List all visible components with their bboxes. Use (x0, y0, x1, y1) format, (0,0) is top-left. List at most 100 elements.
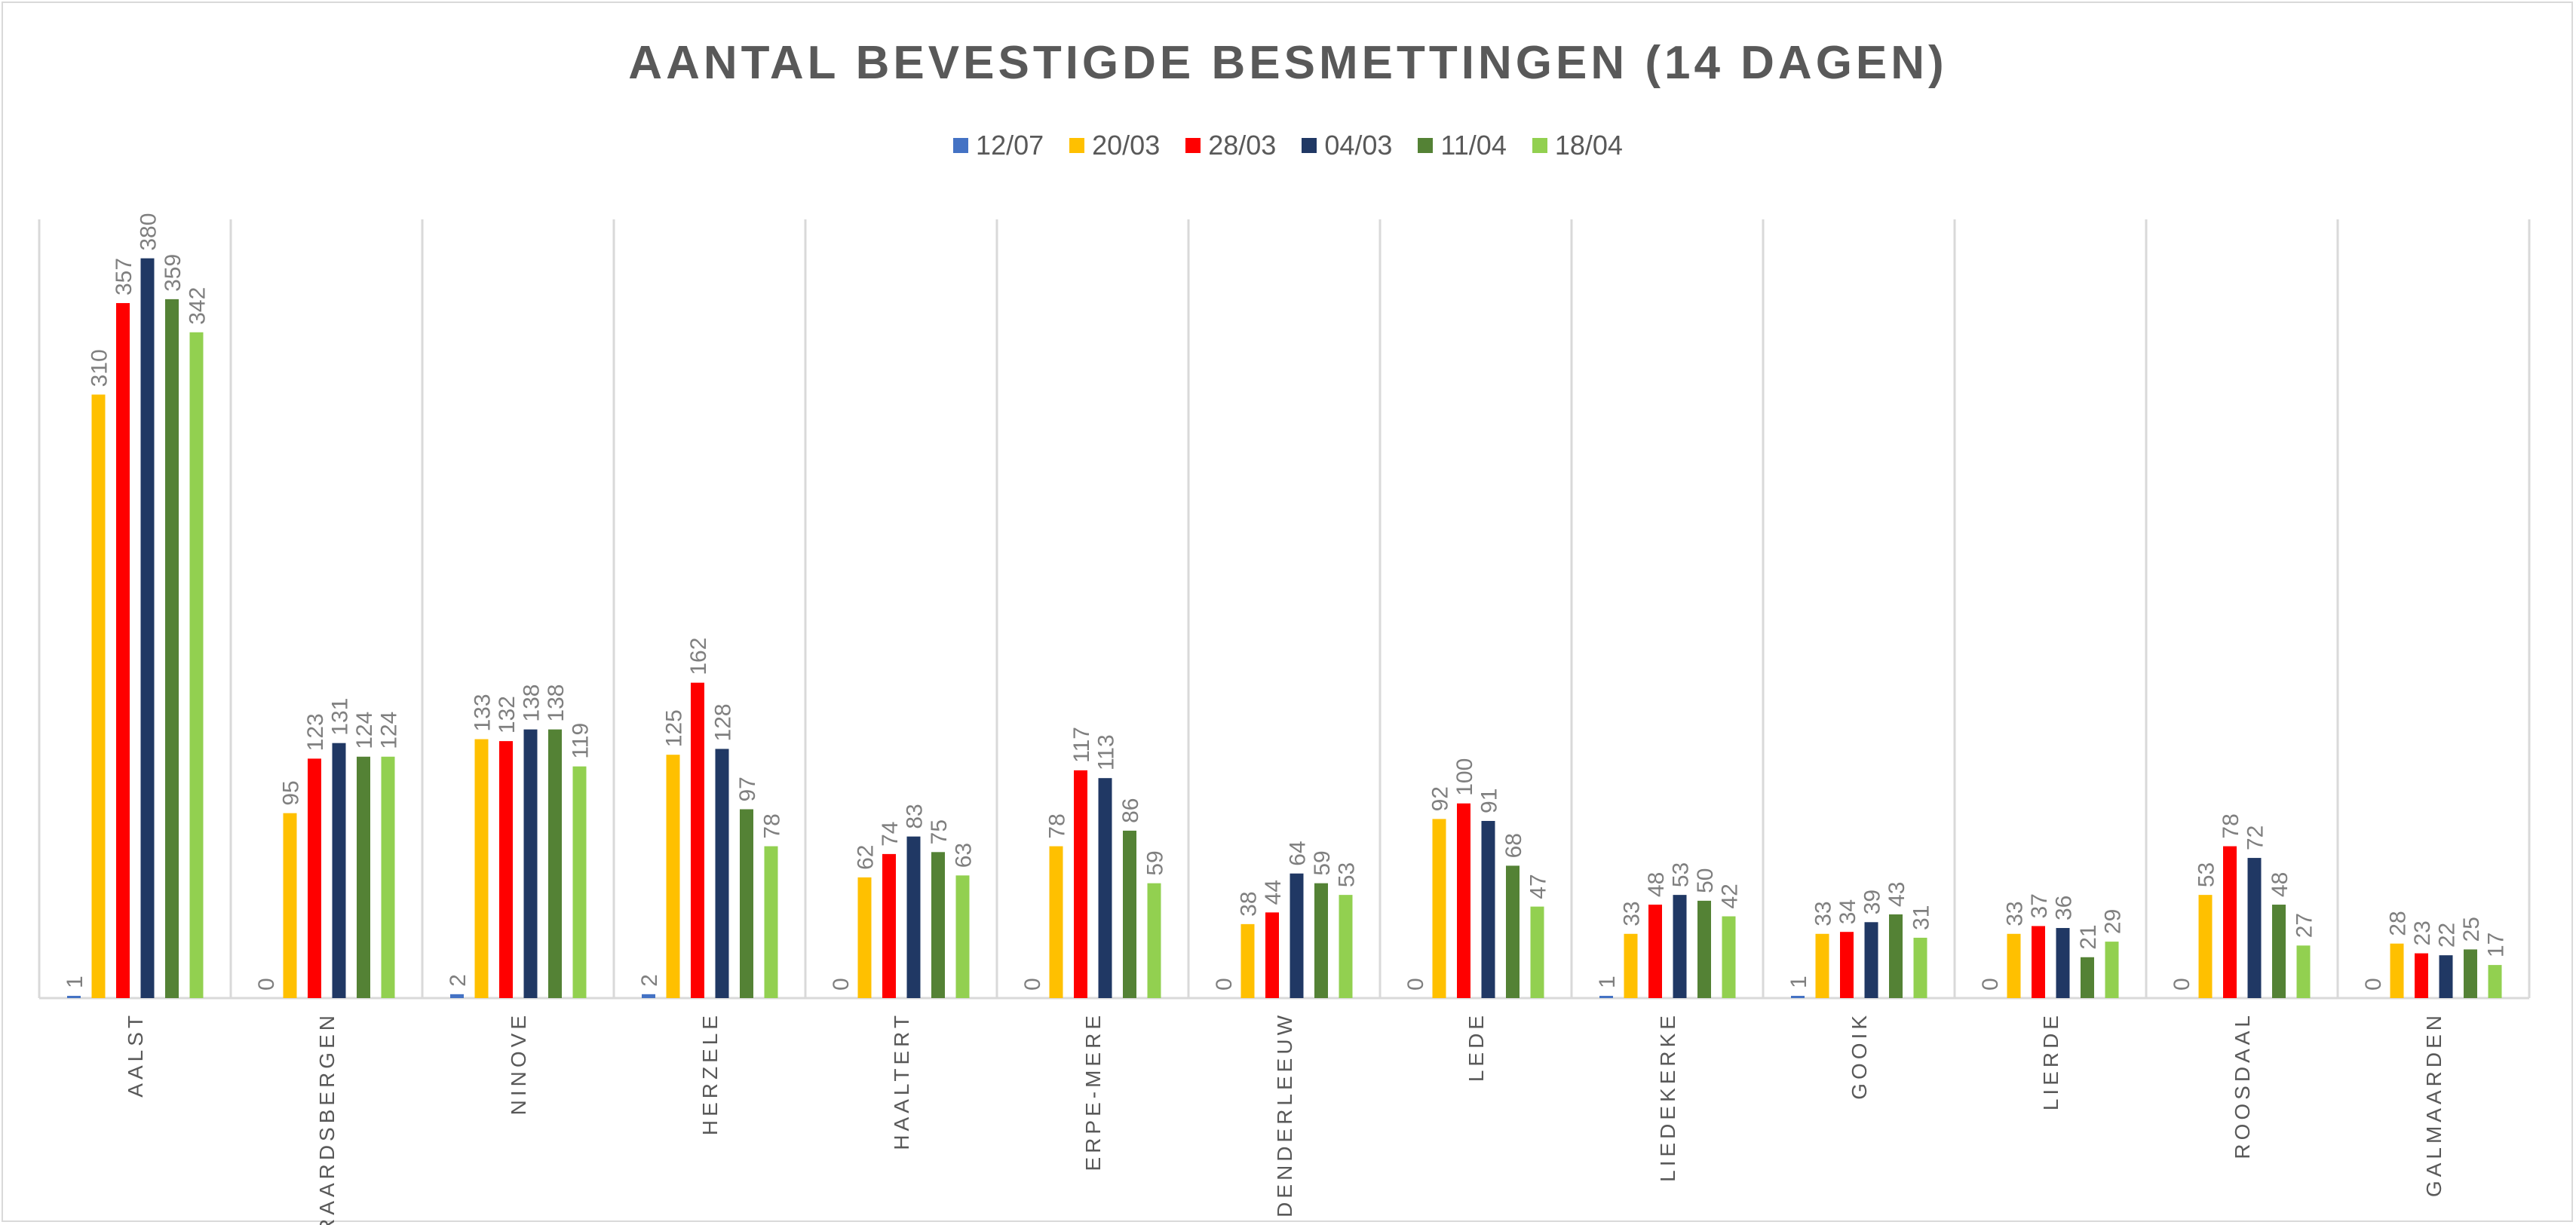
legend-item: 18/04 (1532, 130, 1623, 161)
bar-04-03 (2056, 928, 2070, 998)
category-label: DENDERLEEUW (1273, 1012, 1296, 1217)
bar-04-03 (1290, 873, 1304, 998)
bar-20-03 (1240, 923, 1255, 998)
legend-label: 04/03 (1324, 130, 1393, 161)
bar-20-03 (2007, 933, 2021, 998)
data-label: 357 (112, 258, 136, 296)
data-label: 33 (1620, 901, 1645, 926)
category-label: GOOIK (1848, 1012, 1871, 1100)
data-label: 310 (87, 349, 112, 387)
data-label: 78 (2219, 813, 2243, 838)
data-label: 34 (1835, 899, 1860, 924)
data-label: 0 (1978, 978, 2003, 991)
data-label: 42 (1718, 884, 1743, 908)
data-label: 48 (1644, 872, 1669, 897)
legend-label: 18/04 (1554, 130, 1623, 161)
bar-04-03 (523, 729, 538, 998)
data-label: 50 (1693, 868, 1718, 893)
bar-28-03 (1074, 770, 1087, 998)
data-label: 0 (254, 978, 279, 991)
data-label: 138 (520, 684, 544, 722)
data-label: 113 (1094, 734, 1119, 770)
category-label: ROOSDAAL (2231, 1012, 2254, 1159)
bar-20-03 (91, 394, 106, 998)
data-label: 21 (2076, 924, 2101, 949)
data-label: 0 (1212, 978, 1237, 991)
bar-28-03 (1265, 912, 1279, 998)
bar-18-04 (2488, 965, 2502, 998)
data-label: 48 (2268, 872, 2292, 897)
data-label: 100 (1452, 758, 1477, 796)
bar-28-03 (2223, 846, 2237, 998)
data-label: 29 (2101, 909, 2126, 934)
data-label: 92 (1428, 786, 1453, 811)
bar-20-03 (1049, 846, 1063, 998)
data-label: 59 (1143, 850, 1168, 875)
data-label: 124 (352, 712, 377, 749)
data-label: 124 (377, 712, 402, 749)
data-label: 64 (1286, 841, 1311, 865)
data-label: 97 (735, 776, 760, 801)
data-label: 119 (569, 723, 593, 759)
legend-item: 11/04 (1418, 130, 1507, 161)
bar-28-03 (882, 853, 896, 998)
data-label: 74 (878, 822, 903, 847)
bar-12-07 (67, 996, 81, 998)
data-label: 33 (2003, 901, 2028, 926)
data-label: 17 (2484, 933, 2509, 957)
data-label: 342 (186, 287, 210, 325)
bar-04-03 (1098, 778, 1112, 998)
bar-04-03 (906, 836, 921, 998)
category-label: GERAARDSBERGEN (315, 1012, 339, 1225)
bar-20-03 (2198, 895, 2213, 998)
data-label: 27 (2292, 913, 2317, 938)
data-label: 44 (1261, 880, 1286, 905)
bar-11-04 (740, 809, 753, 998)
category-label: ERPE-MERE (1081, 1012, 1105, 1171)
category-label: LEDE (1464, 1012, 1488, 1082)
data-label: 53 (1669, 862, 1694, 887)
bar-11-04 (1123, 830, 1136, 998)
data-label: 86 (1118, 798, 1143, 823)
legend-item: 04/03 (1302, 130, 1392, 161)
bar-04-03 (332, 743, 346, 998)
data-label: 53 (1335, 862, 1360, 887)
bar-04-03 (2439, 955, 2453, 998)
bar-28-03 (1840, 932, 1854, 998)
legend-swatch (1418, 138, 1434, 153)
data-label: 128 (711, 703, 736, 741)
data-label: 39 (1860, 890, 1885, 914)
bar-20-03 (1432, 819, 1446, 998)
bar-18-04 (189, 332, 204, 998)
legend-label: 20/03 (1092, 130, 1161, 161)
data-label: 380 (136, 213, 161, 251)
bar-18-04 (1530, 906, 1544, 998)
data-label: 53 (2194, 862, 2219, 887)
data-label: 1 (1786, 975, 1811, 988)
data-label: 78 (760, 813, 785, 838)
data-label: 2 (446, 974, 471, 987)
bar-04-03 (2247, 858, 2262, 998)
data-label: 2 (637, 974, 662, 987)
data-label: 72 (2243, 825, 2268, 850)
bar-11-04 (931, 852, 945, 998)
legend-swatch (1069, 138, 1085, 153)
category-label: AALST (124, 1012, 147, 1098)
bar-18-04 (572, 766, 587, 998)
bar-18-04 (1722, 916, 1736, 998)
bar-04-03 (140, 258, 155, 998)
bar-20-03 (1815, 933, 1829, 998)
legend-label: 12/07 (976, 130, 1044, 161)
bar-18-04 (2105, 942, 2119, 998)
bar-04-03 (715, 749, 729, 998)
bar-20-03 (857, 877, 872, 998)
category-label: HAALTERT (890, 1012, 913, 1150)
data-label: 162 (686, 638, 711, 675)
data-label: 22 (2435, 923, 2460, 948)
bar-11-04 (1889, 914, 1903, 998)
data-label: 132 (495, 696, 520, 733)
bar-11-04 (2464, 949, 2477, 998)
data-label: 68 (1501, 833, 1526, 858)
